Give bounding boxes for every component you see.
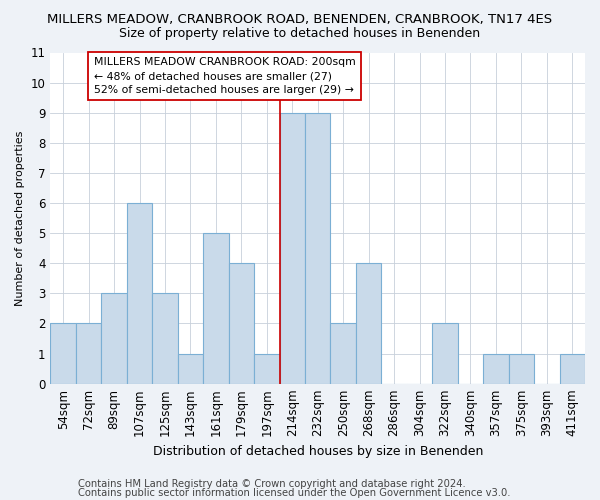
Bar	[331, 324, 356, 384]
X-axis label: Distribution of detached houses by size in Benenden: Distribution of detached houses by size …	[152, 444, 483, 458]
Bar	[203, 233, 229, 384]
Bar	[280, 112, 305, 384]
Bar	[509, 354, 534, 384]
Bar	[229, 264, 254, 384]
Text: Size of property relative to detached houses in Benenden: Size of property relative to detached ho…	[119, 28, 481, 40]
Text: MILLERS MEADOW CRANBROOK ROAD: 200sqm
← 48% of detached houses are smaller (27)
: MILLERS MEADOW CRANBROOK ROAD: 200sqm ← …	[94, 57, 355, 95]
Bar	[560, 354, 585, 384]
Text: Contains public sector information licensed under the Open Government Licence v3: Contains public sector information licen…	[78, 488, 511, 498]
Bar	[152, 294, 178, 384]
Bar	[432, 324, 458, 384]
Bar	[178, 354, 203, 384]
Bar	[483, 354, 509, 384]
Y-axis label: Number of detached properties: Number of detached properties	[15, 130, 25, 306]
Bar	[50, 324, 76, 384]
Bar	[101, 294, 127, 384]
Bar	[254, 354, 280, 384]
Text: Contains HM Land Registry data © Crown copyright and database right 2024.: Contains HM Land Registry data © Crown c…	[78, 479, 466, 489]
Text: MILLERS MEADOW, CRANBROOK ROAD, BENENDEN, CRANBROOK, TN17 4ES: MILLERS MEADOW, CRANBROOK ROAD, BENENDEN…	[47, 12, 553, 26]
Bar	[356, 264, 382, 384]
Bar	[305, 112, 331, 384]
Bar	[76, 324, 101, 384]
Bar	[127, 203, 152, 384]
